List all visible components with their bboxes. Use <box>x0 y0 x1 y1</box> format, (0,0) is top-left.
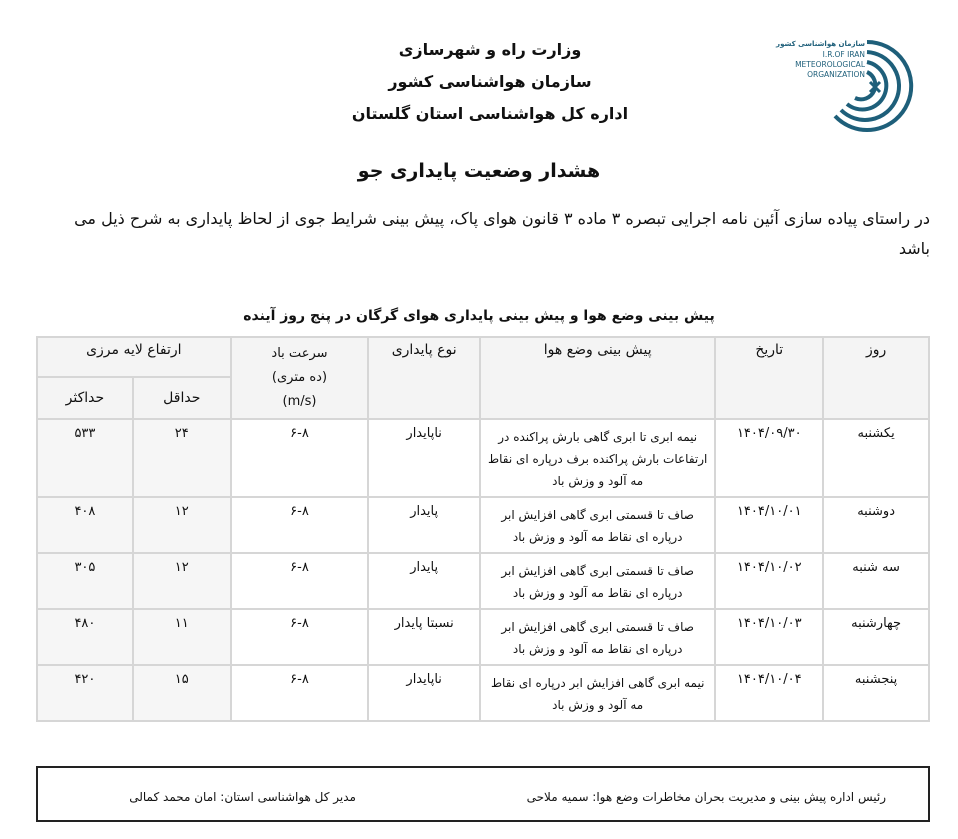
max-height-cell: ۴۰۸ <box>36 496 134 554</box>
signature-box: رئیس اداره پیش بینی و مدیریت بحران مخاطر… <box>36 766 930 822</box>
min-height-cell: ۱۲ <box>131 552 232 610</box>
stability-cell: ناپایدار <box>367 664 482 722</box>
svg-text:I.R.OF IRAN: I.R.OF IRAN <box>823 50 865 59</box>
max-height-cell: ۴۸۰ <box>36 608 134 666</box>
table-row: یکشنبه ۱۴۰۴/۰۹/۳۰ نیمه ابری تا ابری گاهی ب… <box>36 418 930 498</box>
table-row: پنجشنبه ۱۴۰۴/۱۰/۰۴ نیمه ابری گاهی افزایش ا… <box>36 664 930 722</box>
wind-label-unit: (m/s) <box>282 394 317 409</box>
table-row: دوشنبه ۱۴۰۴/۱۰/۰۱ صاف تا قسمتی ابری گاهی ا… <box>36 496 930 554</box>
header-wind-speed: سرعت باد (ده متری) (m/s) <box>229 336 370 420</box>
stability-cell: پایدار <box>367 496 482 554</box>
min-height-cell: ۲۴ <box>131 418 232 498</box>
forecast-cell: صاف تا قسمتی ابری گاهی افزایش ابر درپاره… <box>479 552 717 610</box>
header-boundary-layer: ارتفاع لایه مرزی <box>36 336 232 378</box>
min-height-cell: ۱۵ <box>131 664 232 722</box>
stability-cell: ناپایدار <box>367 418 482 498</box>
intro-paragraph: در راستای پیاده سازی آئین نامه اجرایی تب… <box>74 209 930 258</box>
day-cell: سه شنبه <box>822 552 930 610</box>
table-row: چهارشنبه ۱۴۰۴/۱۰/۰۳ صاف تا قسمتی ابری گاهی… <box>36 608 930 666</box>
wind-speed-cell: ۶-۸ <box>229 664 370 722</box>
day-cell: چهارشنبه <box>822 608 930 666</box>
date-cell: ۱۴۰۴/۰۹/۳۰ <box>714 418 825 498</box>
wind-speed-cell: ۶-۸ <box>229 496 370 554</box>
day-cell: دوشنبه <box>822 496 930 554</box>
forecast-cell: صاف تا قسمتی ابری گاهی افزایش ابر درپاره… <box>479 496 717 554</box>
stability-cell: پایدار <box>367 552 482 610</box>
svg-text:سازمان هواشناسی کشور: سازمان هواشناسی کشور <box>775 40 865 48</box>
max-height-cell: ۵۳۳ <box>36 418 134 498</box>
wind-label: سرعت باد <box>271 346 328 361</box>
date-cell: ۱۴۰۴/۱۰/۰۲ <box>714 552 825 610</box>
meteorological-organization-logo: سازمان هواشناسی کشور I.R.OF IRAN METEORO… <box>775 36 915 136</box>
date-cell: ۱۴۰۴/۱۰/۰۴ <box>714 664 825 722</box>
wind-speed-cell: ۶-۸ <box>229 552 370 610</box>
wind-speed-cell: ۶-۸ <box>229 608 370 666</box>
forecast-cell: نیمه ابری تا ابری گاهی بارش پراکنده در ا… <box>479 418 717 498</box>
day-cell: پنجشنبه <box>822 664 930 722</box>
header-stability: نوع پایداری <box>367 336 482 420</box>
forecast-cell: صاف تا قسمتی ابری گاهی افزایش ابر درپاره… <box>479 608 717 666</box>
date-cell: ۱۴۰۴/۱۰/۰۱ <box>714 496 825 554</box>
header-min: حداقل <box>131 376 232 420</box>
table-title: پیش بینی وضع هوا و پیش بینی پایداری هوای… <box>243 308 715 324</box>
day-cell: یکشنبه <box>822 418 930 498</box>
page-title: هشدار وضعیت پایداری جو <box>357 160 601 182</box>
director-signature: مدیر کل هواشناسی استان: امان محمد کمالی <box>129 790 356 804</box>
max-height-cell: ۴۲۰ <box>36 664 134 722</box>
ministry-name: وزارت راه و شهرسازی <box>398 40 582 59</box>
wind-label-height: (ده متری) <box>271 370 328 385</box>
organization-name: سازمان هواشناسی کشور <box>388 72 592 91</box>
header-max: حداکثر <box>36 376 134 420</box>
max-height-cell: ۳۰۵ <box>36 552 134 610</box>
min-height-cell: ۱۲ <box>131 496 232 554</box>
min-height-cell: ۱۱ <box>131 608 232 666</box>
svg-text:ORGANIZATION: ORGANIZATION <box>807 70 865 79</box>
header-forecast: پیش بینی وضع هوا <box>479 336 717 420</box>
department-name: اداره کل هواشناسی استان گلستان <box>351 104 629 123</box>
forecast-cell: نیمه ابری گاهی افزایش ابر درپاره ای نقاط… <box>479 664 717 722</box>
forecast-table: روز تاریخ پیش بینی وضع هوا نوع پایداری س… <box>36 336 930 722</box>
header-date: تاریخ <box>714 336 825 420</box>
wind-speed-cell: ۶-۸ <box>229 418 370 498</box>
stability-cell: نسبتا پایدار <box>367 608 482 666</box>
header-day: روز <box>822 336 930 420</box>
date-cell: ۱۴۰۴/۱۰/۰۳ <box>714 608 825 666</box>
svg-text:METEOROLOGICAL: METEOROLOGICAL <box>795 60 866 69</box>
table-row: سه شنبه ۱۴۰۴/۱۰/۰۲ صاف تا قسمتی ابری گاهی … <box>36 552 930 610</box>
forecast-head-signature: رئیس اداره پیش بینی و مدیریت بحران مخاطر… <box>526 790 886 804</box>
